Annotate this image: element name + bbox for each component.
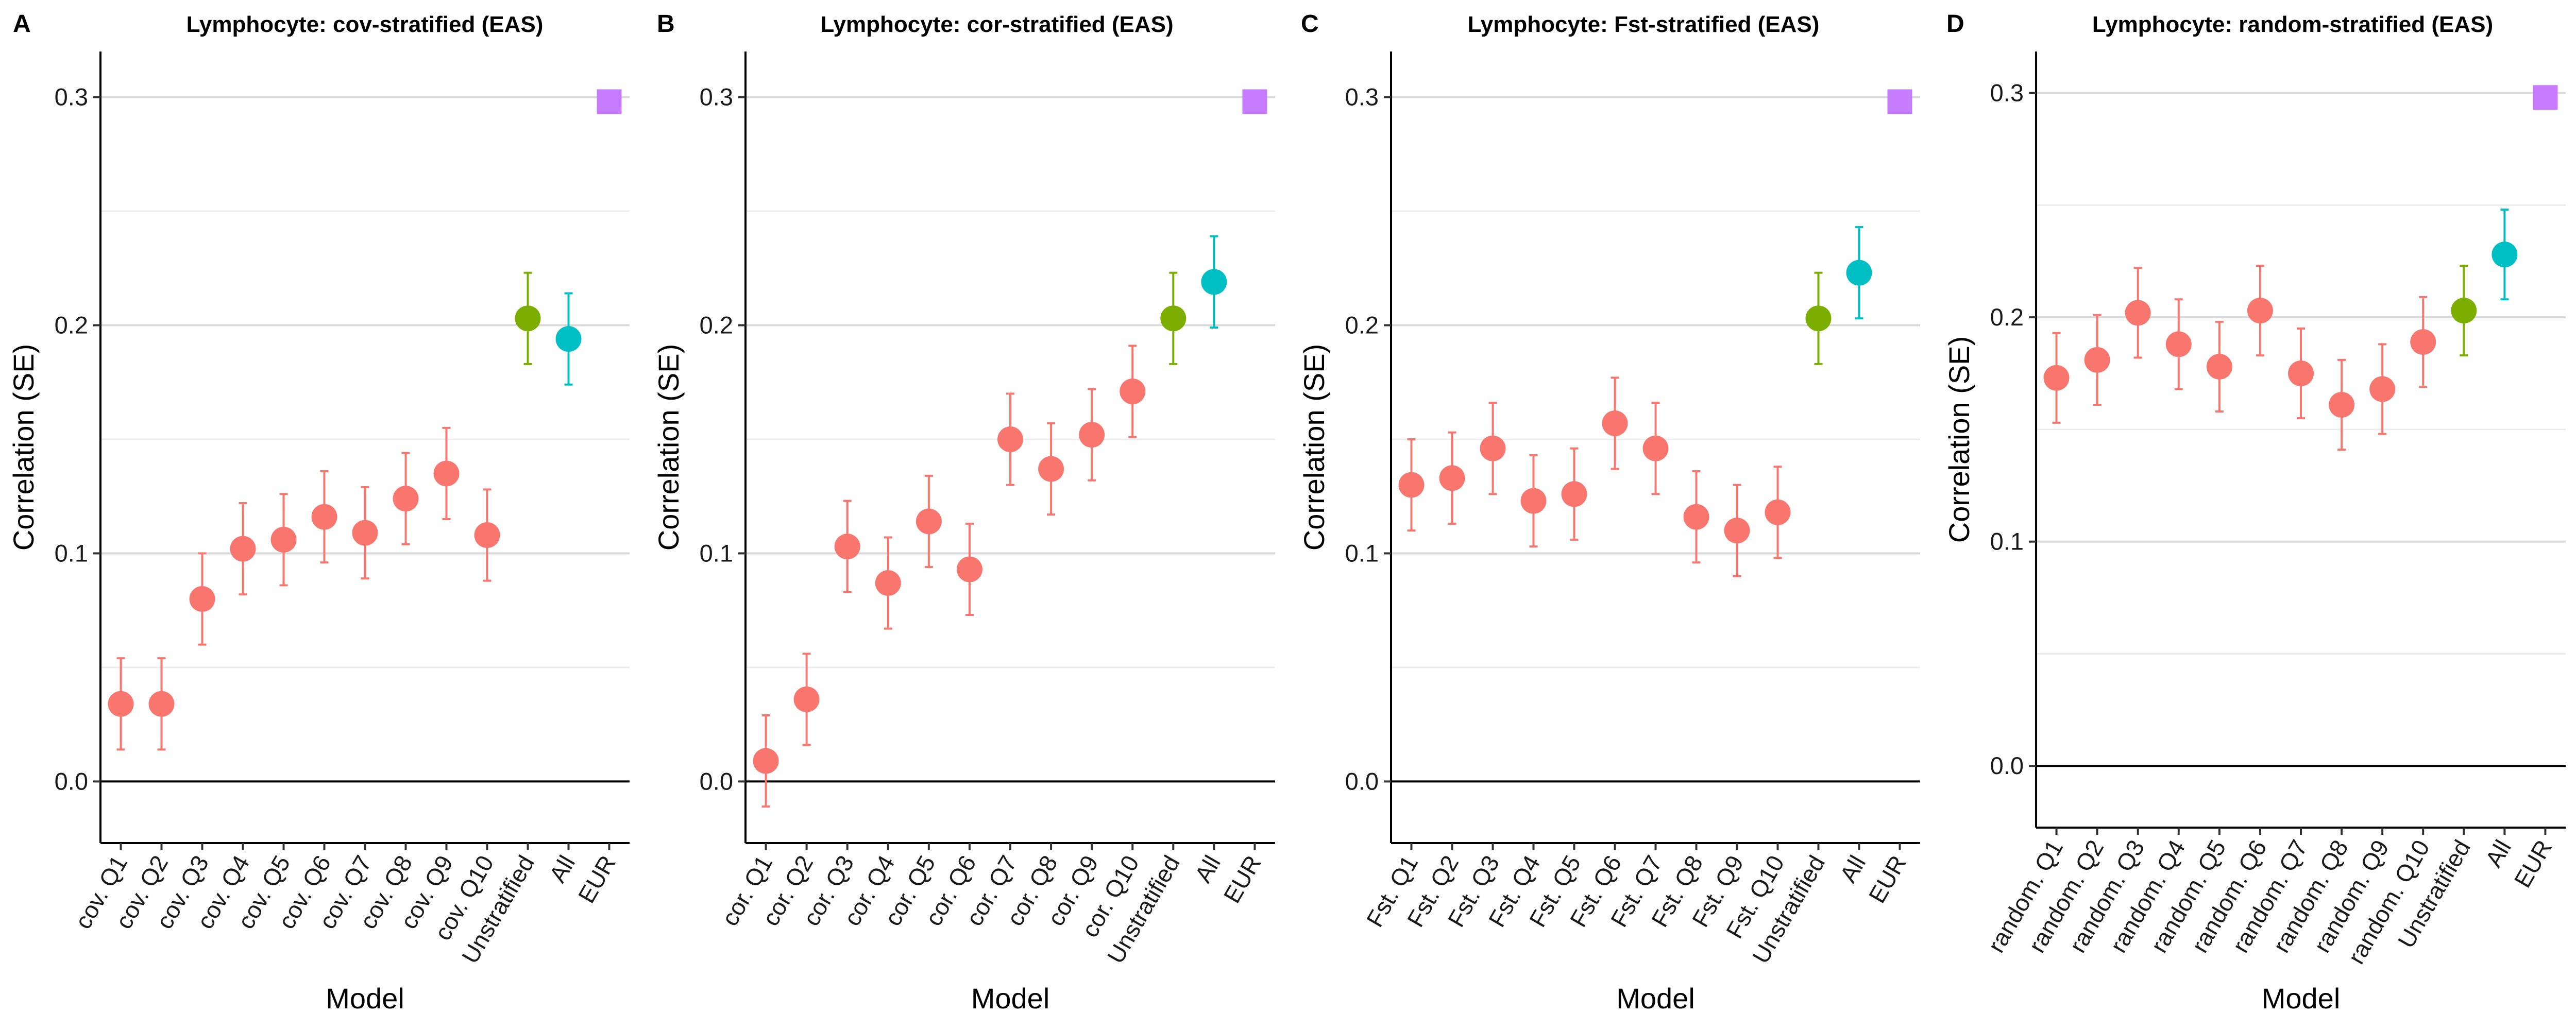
data-point <box>793 686 820 712</box>
y-tick-label: 0.0 <box>700 767 733 795</box>
y-tick-label: 0.1 <box>1990 528 2024 555</box>
x-tick-label: All <box>544 851 581 887</box>
data-point <box>2410 329 2436 355</box>
data-point <box>1520 488 1547 514</box>
y-tick-label: 0.2 <box>700 312 733 339</box>
y-axis-title: Correlation (SE) <box>652 344 685 551</box>
data-point <box>1079 422 1105 448</box>
data-point <box>956 556 982 582</box>
data-point-square <box>2533 85 2558 110</box>
data-point <box>108 691 134 717</box>
data-point <box>148 691 175 717</box>
panel-letter: B <box>657 10 675 38</box>
x-tick-label: EUR <box>2509 835 2557 892</box>
data-point <box>997 426 1023 452</box>
y-tick-label: 0.0 <box>1990 752 2024 779</box>
data-point <box>515 305 541 332</box>
data-point <box>1439 465 1465 491</box>
data-point <box>2125 300 2151 326</box>
y-tick-label: 0.3 <box>700 83 733 111</box>
panel-title: Lymphocyte: cov-stratified (EAS) <box>187 12 544 37</box>
y-tick-label: 0.0 <box>55 767 88 795</box>
y-tick-label: 0.1 <box>700 539 733 566</box>
x-axis-title: Model <box>1616 982 1695 1015</box>
panel-letter: A <box>13 10 31 38</box>
data-point <box>393 486 419 512</box>
panel-letter: C <box>1301 10 1319 38</box>
data-point <box>2206 353 2232 380</box>
data-point <box>1765 499 1791 525</box>
data-point <box>2043 365 2070 391</box>
y-axis-title: Correlation (SE) <box>7 344 40 551</box>
y-axis-title: Correlation (SE) <box>1943 336 1975 543</box>
panel-d: D Lymphocyte: random-stratified (EAS) 0.0 0… <box>1943 10 2566 1015</box>
data-point <box>1160 305 1187 332</box>
panel-title: Lymphocyte: cor-stratified (EAS) <box>820 12 1173 37</box>
panel-b: B Lymphocyte: cor-stratified (EAS) 0.0 0.1 0… <box>652 10 1275 1015</box>
data-point <box>2369 376 2396 402</box>
data-point <box>230 536 256 562</box>
x-axis-title: Model <box>326 982 404 1015</box>
panel-title: Lymphocyte: random-stratified (EAS) <box>2092 12 2493 37</box>
data-point <box>433 460 460 487</box>
y-tick-label: 0.1 <box>1345 539 1379 566</box>
data-point <box>352 520 378 546</box>
data-point <box>2165 331 2192 357</box>
y-tick-label: 0.2 <box>1990 303 2024 331</box>
panel-a: A Lymphocyte: cov-stratified (EAS) 0.0 0.1 0… <box>7 10 630 1015</box>
data-point <box>1120 378 1146 404</box>
y-tick-label: 0.3 <box>1990 79 2024 107</box>
data-point <box>189 586 215 612</box>
panel-letter: D <box>1946 10 1964 38</box>
data-point <box>1642 435 1669 461</box>
y-tick-label: 0.2 <box>55 312 88 339</box>
x-tick-label: EUR <box>1218 851 1267 907</box>
x-tick-label: All <box>2480 835 2516 871</box>
data-point <box>1561 481 1587 507</box>
data-point <box>1683 504 1709 530</box>
panel-c: C Lymphocyte: Fst-stratified (EAS) 0.0 0.1 0… <box>1298 10 1920 1015</box>
data-point <box>1846 260 1872 286</box>
y-tick-label: 0.1 <box>55 539 88 566</box>
data-point-square <box>1887 89 1912 114</box>
data-point <box>1398 472 1425 498</box>
x-tick-label: EUR <box>573 851 621 907</box>
x-tick-label: All <box>1189 851 1226 887</box>
data-point <box>2451 298 2477 324</box>
data-point <box>2247 298 2273 324</box>
data-point <box>2329 391 2355 418</box>
data-point <box>1201 269 1227 295</box>
data-point-square <box>597 89 622 114</box>
data-point <box>834 534 860 560</box>
y-tick-label: 0.3 <box>55 83 88 111</box>
data-point <box>2492 242 2518 268</box>
data-point <box>875 570 901 596</box>
data-point <box>1480 435 1506 461</box>
data-point-square <box>1242 89 1267 114</box>
data-point <box>1724 518 1750 544</box>
data-point <box>1805 305 1832 332</box>
data-point <box>1038 456 1064 482</box>
x-axis-title: Model <box>2262 982 2341 1015</box>
y-tick-label: 0.3 <box>1345 83 1379 111</box>
data-point <box>2288 360 2314 387</box>
x-tick-label: All <box>1835 851 1871 887</box>
data-point <box>753 748 779 774</box>
x-tick-label: EUR <box>1863 851 1912 907</box>
y-axis-title: Correlation (SE) <box>1298 344 1330 551</box>
data-point <box>555 326 582 352</box>
data-point <box>2084 347 2110 373</box>
data-point <box>1602 410 1628 436</box>
y-tick-label: 0.0 <box>1345 767 1379 795</box>
panel-title: Lymphocyte: Fst-stratified (EAS) <box>1468 12 1820 37</box>
data-point <box>270 526 297 553</box>
data-point <box>916 508 942 535</box>
x-axis-title: Model <box>971 982 1050 1015</box>
data-point <box>474 522 500 548</box>
data-point <box>311 504 337 530</box>
y-tick-label: 0.2 <box>1345 312 1379 339</box>
